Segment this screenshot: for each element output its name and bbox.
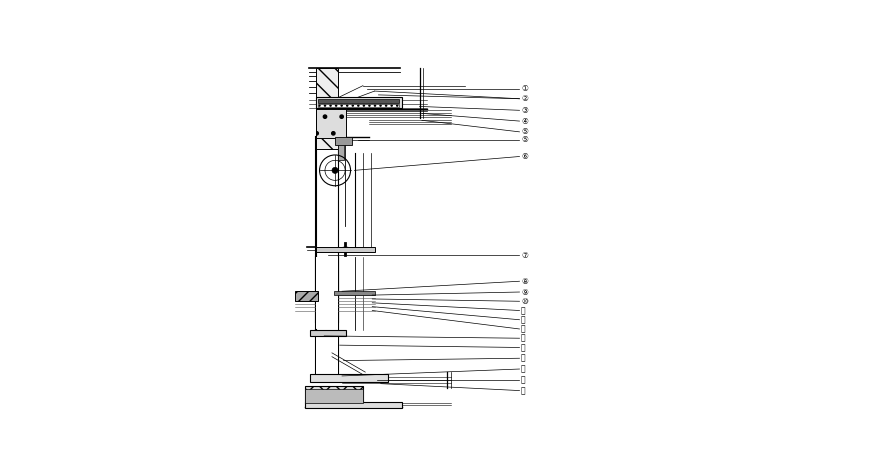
Bar (334, 291, 375, 295)
Bar (318, 99, 399, 102)
Bar (316, 97, 401, 108)
Bar (316, 247, 375, 252)
Text: ⑮: ⑮ (521, 343, 525, 352)
Text: ⑩: ⑩ (521, 297, 527, 306)
Circle shape (332, 167, 338, 173)
Text: ⑪: ⑪ (521, 306, 525, 315)
Text: ⑥: ⑥ (521, 152, 527, 161)
Text: ②: ② (521, 94, 527, 103)
Bar (304, 389, 362, 403)
Text: ⑲: ⑲ (521, 386, 525, 395)
Text: ⑦: ⑦ (521, 251, 527, 259)
Bar (304, 402, 401, 408)
Text: ⑫: ⑫ (521, 315, 525, 324)
Bar (316, 68, 338, 149)
Bar (295, 291, 318, 301)
Text: ⑭: ⑭ (521, 334, 525, 343)
Text: ⑨: ⑨ (521, 288, 527, 297)
Text: ①: ① (521, 84, 527, 93)
Text: ③: ③ (521, 106, 527, 115)
Bar (316, 332, 338, 375)
Bar (316, 257, 338, 330)
Text: ⑤: ⑤ (521, 135, 527, 144)
Text: ⑯: ⑯ (521, 354, 525, 363)
Bar (335, 137, 352, 145)
Text: ⑧: ⑧ (521, 277, 527, 286)
Text: ⑱: ⑱ (521, 376, 525, 384)
Bar (310, 375, 388, 382)
Text: ④: ④ (521, 117, 527, 125)
Bar (310, 330, 346, 336)
Bar (316, 109, 346, 138)
Text: ⑰: ⑰ (521, 365, 525, 374)
Bar (304, 386, 362, 403)
Text: ⑤: ⑤ (521, 127, 527, 136)
Text: ⑬: ⑬ (521, 324, 525, 334)
Bar (318, 104, 399, 107)
Bar (338, 145, 344, 160)
